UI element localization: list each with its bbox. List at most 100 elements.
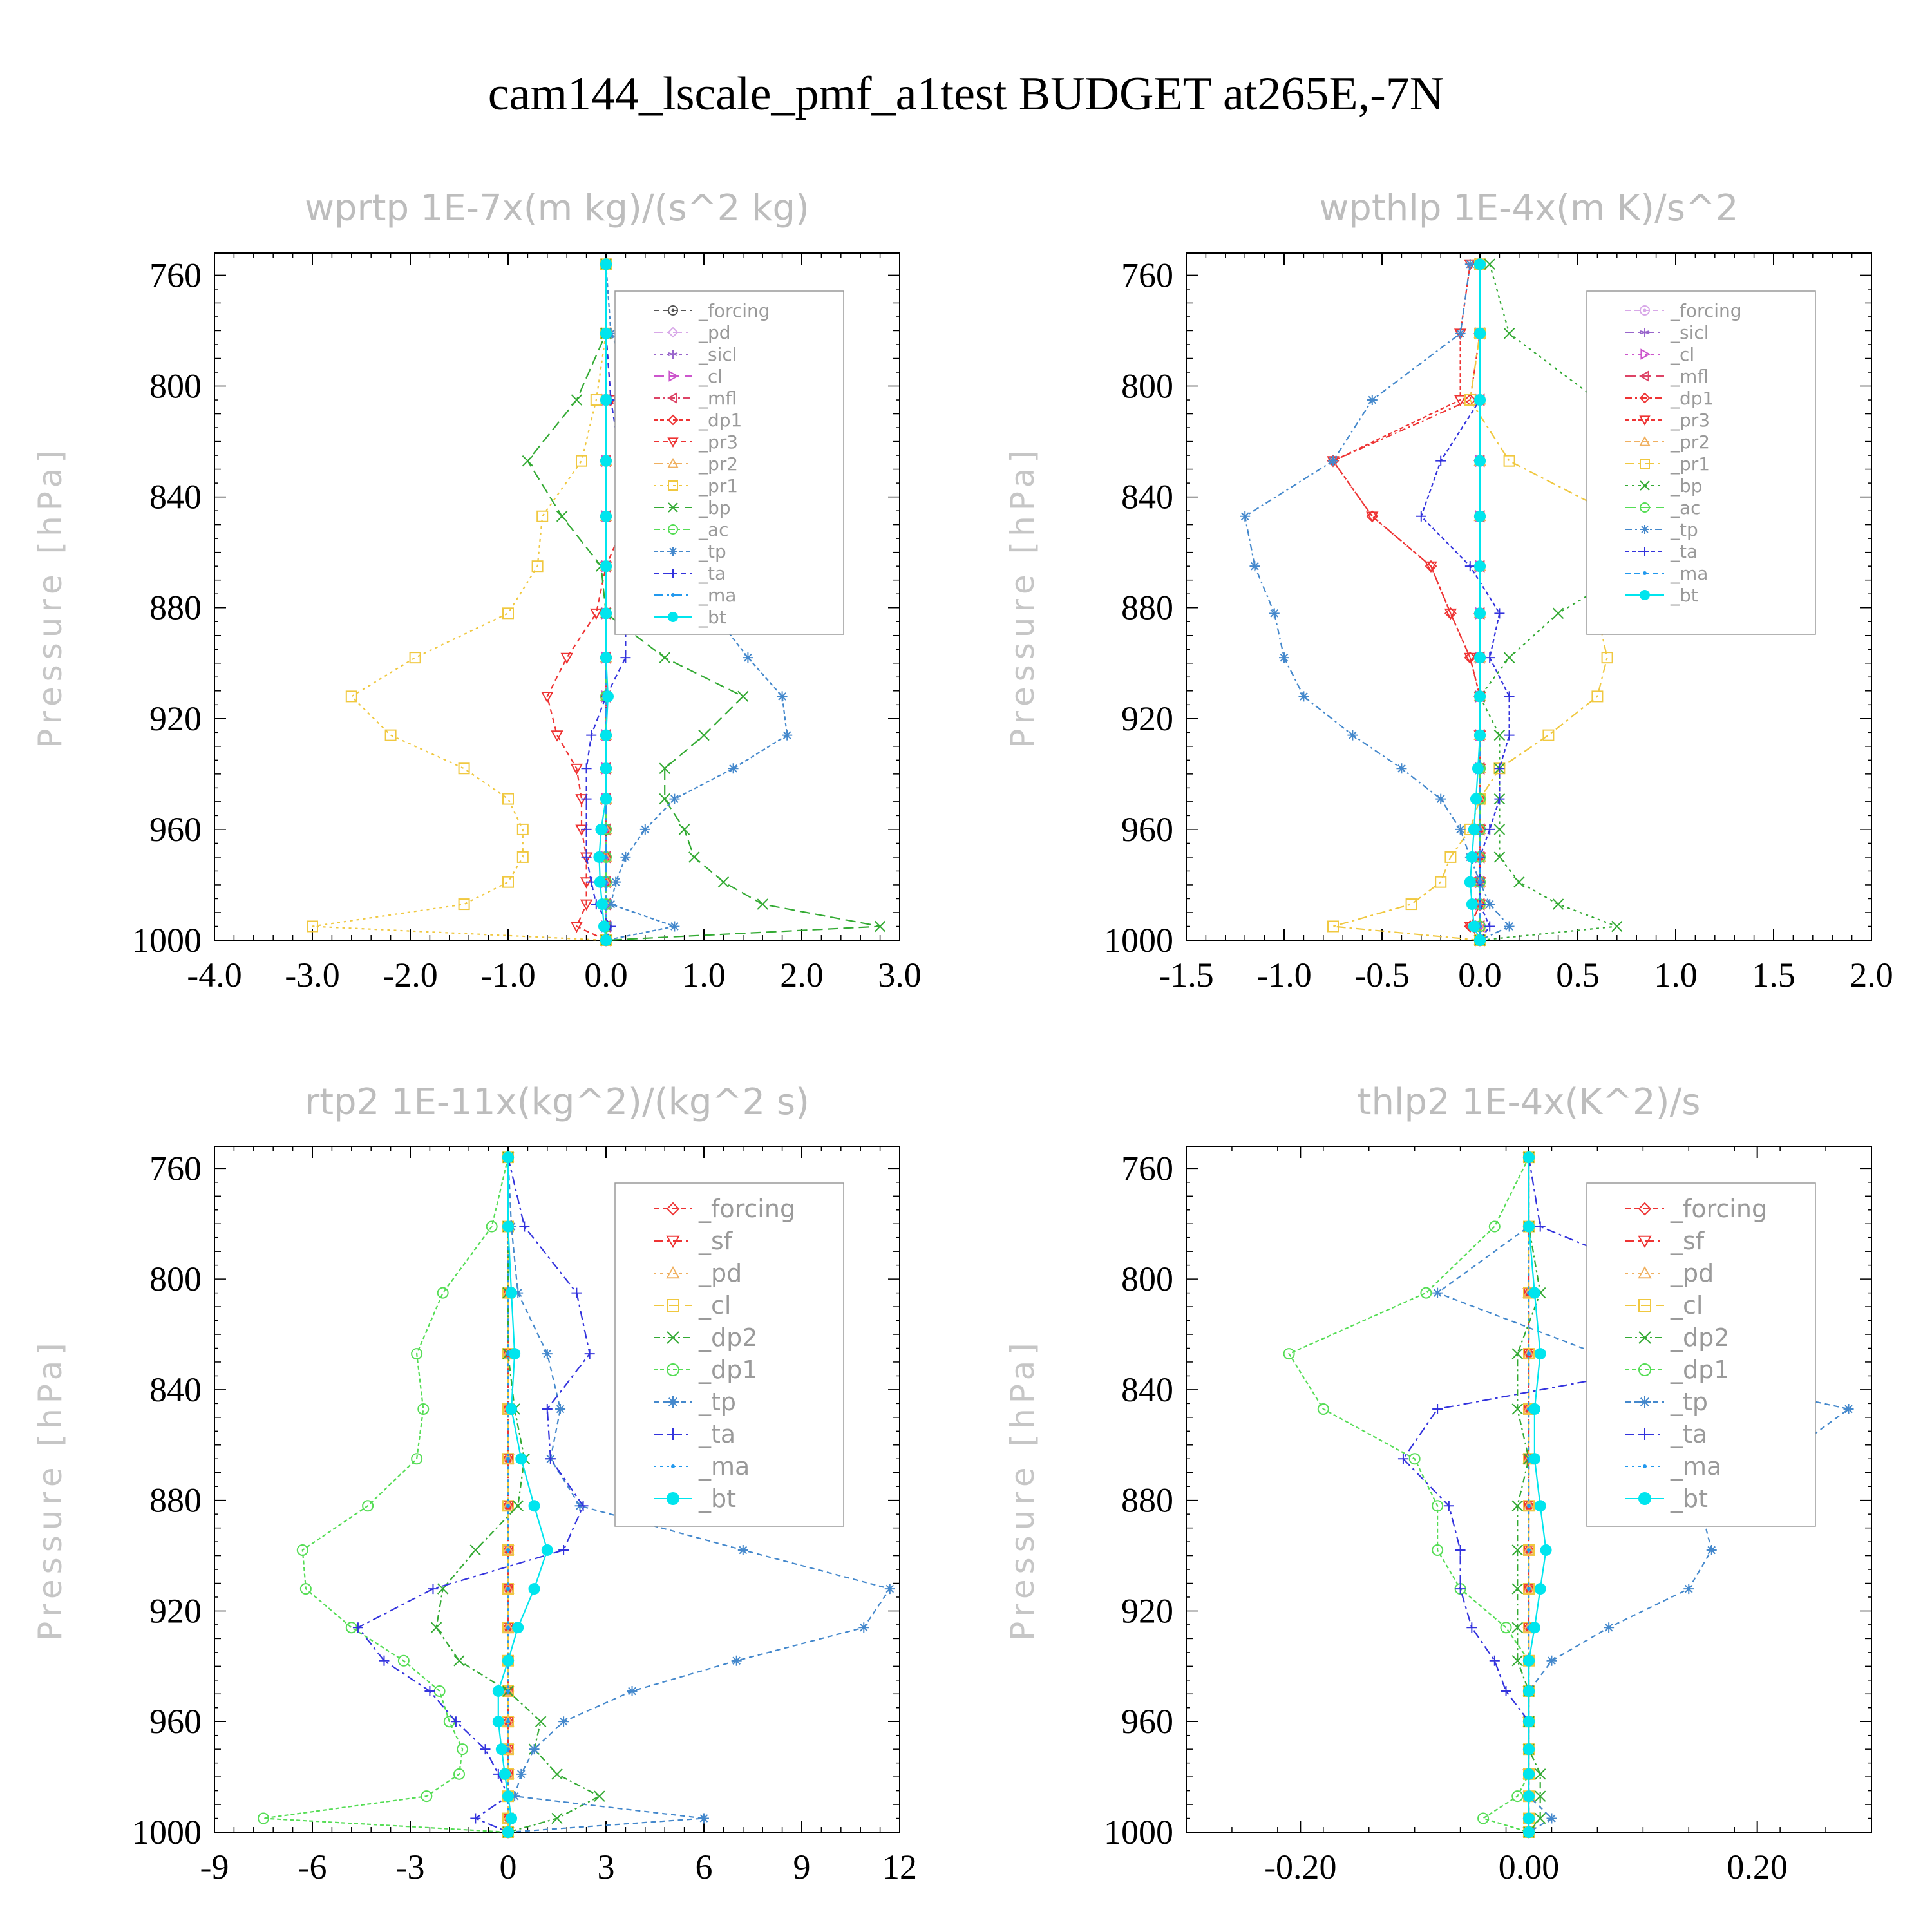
data-point xyxy=(1501,1685,1511,1696)
data-point xyxy=(600,934,612,946)
y-tick-label: 960 xyxy=(149,810,202,849)
data-point xyxy=(502,1684,515,1696)
data-point xyxy=(1420,1287,1432,1299)
y-tick-label: 920 xyxy=(149,1591,202,1630)
y-tick-label: 880 xyxy=(1121,1481,1173,1520)
series-line xyxy=(585,264,632,941)
legend-label: _tp xyxy=(1670,519,1698,540)
y-axis-label: Pressure [hPa] xyxy=(32,445,69,748)
data-point xyxy=(424,1685,435,1696)
data-point xyxy=(1408,1453,1421,1465)
data-point xyxy=(678,824,690,835)
legend-item: _sf xyxy=(654,1227,734,1255)
data-point xyxy=(602,690,614,703)
panel-1: wprtp 1E-7x(m kg)/(s^2 kg) Pressure [hPa]… xyxy=(32,187,922,994)
data-point xyxy=(586,730,597,741)
data-point xyxy=(600,560,612,573)
data-point xyxy=(417,1403,430,1415)
legend-label: _ta xyxy=(698,563,726,584)
data-point xyxy=(486,1220,498,1233)
legend-marker xyxy=(1639,392,1651,404)
data-point xyxy=(502,876,514,888)
data-point xyxy=(1432,1287,1443,1298)
data-point xyxy=(457,1743,469,1756)
x-tick-label: -1.0 xyxy=(480,956,535,994)
legend-marker xyxy=(1638,1331,1651,1344)
data-point xyxy=(307,920,318,933)
data-point xyxy=(737,1544,748,1555)
legend-label: _forcing xyxy=(698,1195,795,1223)
data-point xyxy=(1843,1403,1854,1414)
y-tick-label: 1000 xyxy=(1104,921,1173,960)
legend-box xyxy=(1586,290,1816,635)
legend-label: _sf xyxy=(1670,1227,1705,1255)
legend-marker xyxy=(671,1464,675,1468)
data-point xyxy=(541,1544,553,1556)
legend-box xyxy=(1586,1182,1816,1527)
series-bt xyxy=(593,258,614,946)
data-point xyxy=(1527,1352,1531,1356)
data-point xyxy=(430,1622,442,1633)
data-point xyxy=(1466,1622,1477,1633)
data-point xyxy=(1432,1544,1444,1556)
legend-item: _dp1 xyxy=(654,410,742,431)
data-point xyxy=(506,1504,510,1508)
plot-frame xyxy=(1186,252,1872,941)
data-point xyxy=(594,1790,605,1802)
data-point xyxy=(502,1826,514,1838)
data-point xyxy=(1468,823,1480,835)
data-point xyxy=(699,1813,709,1824)
y-tick-label: 760 xyxy=(149,256,202,294)
legend-marker xyxy=(667,1331,679,1344)
legend-marker xyxy=(667,457,679,468)
data-point xyxy=(1466,898,1478,911)
legend-label: _mfl xyxy=(698,388,737,409)
legend-item: _sicl xyxy=(1625,322,1709,343)
data-point xyxy=(1503,455,1515,467)
legend-label: _dp2 xyxy=(1670,1323,1729,1352)
data-point xyxy=(581,763,592,774)
data-point xyxy=(1474,607,1486,620)
legend-label: _ma xyxy=(1670,563,1708,584)
legend-label: _bt xyxy=(698,1484,736,1513)
data-point xyxy=(384,729,397,741)
legend-item: _dp1 xyxy=(654,1356,757,1384)
legend-item: _ac xyxy=(1625,497,1701,518)
data-point xyxy=(535,1716,547,1727)
data-point xyxy=(1494,608,1505,619)
data-point xyxy=(1464,876,1476,888)
legend-marker xyxy=(668,524,678,535)
legend-label: _sicl xyxy=(698,344,737,365)
legend-item: _tp xyxy=(1625,1388,1708,1416)
data-point xyxy=(1511,1655,1523,1667)
data-point xyxy=(1484,899,1495,910)
data-point xyxy=(581,793,592,804)
legend-item: _cl xyxy=(654,1291,731,1320)
plot-frame xyxy=(214,252,900,941)
legend-marker xyxy=(666,1265,680,1279)
data-point xyxy=(698,729,710,741)
y-tick-label: 1000 xyxy=(132,1813,202,1852)
legend-label: _sicl xyxy=(1670,322,1709,343)
data-point xyxy=(515,1453,527,1465)
legend-label: _cl xyxy=(698,366,723,387)
legend-item: _bt xyxy=(654,1484,736,1513)
data-point xyxy=(551,1812,563,1824)
data-point xyxy=(1478,855,1482,859)
data-point xyxy=(428,1584,439,1595)
data-point xyxy=(1527,1548,1531,1552)
data-point xyxy=(1493,824,1506,835)
data-point xyxy=(1511,1622,1523,1633)
data-point xyxy=(470,1813,481,1824)
data-point xyxy=(506,1457,510,1461)
data-point xyxy=(495,1743,507,1756)
data-point xyxy=(1511,1403,1523,1415)
y-tick-label: 800 xyxy=(1121,1260,1173,1298)
data-point xyxy=(560,652,573,665)
legend-label: _ac xyxy=(698,519,729,540)
data-point xyxy=(506,1548,510,1552)
data-point xyxy=(1474,729,1486,741)
data-point xyxy=(453,1768,465,1780)
x-tick-label: -3 xyxy=(396,1848,425,1886)
y-tick-label: 960 xyxy=(1121,1702,1173,1741)
